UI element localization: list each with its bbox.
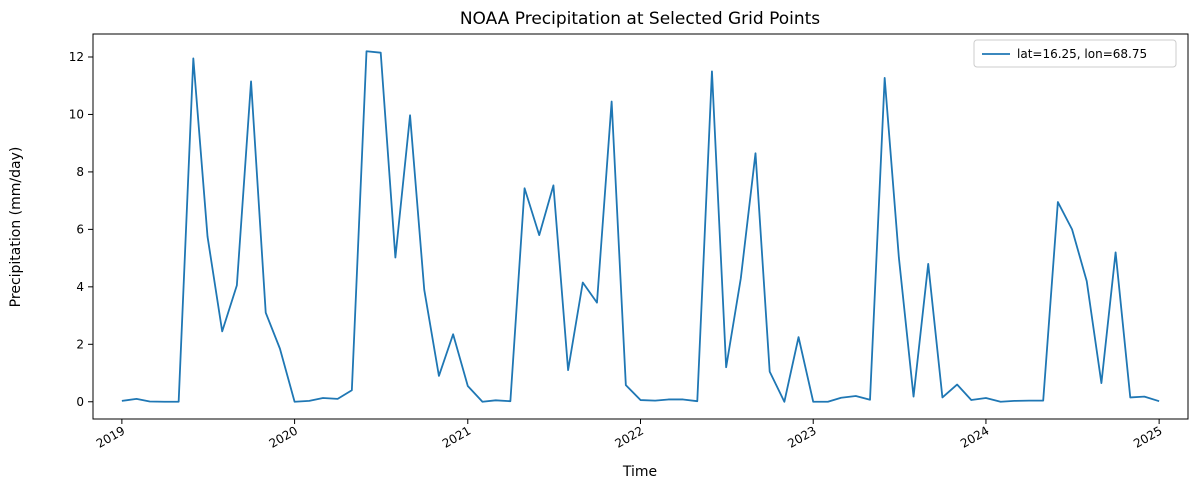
legend-box [973,39,1177,68]
x-tick-label: 2022 [613,423,646,450]
y-tick-label: 4 [76,280,84,294]
plot-area-frame [92,33,1189,420]
legend-entry: lat=16.25, lon=68.75 [1017,47,1147,61]
x-tick-label: 2025 [1131,423,1164,450]
x-tick-label: 2021 [440,423,473,450]
y-tick-label: 6 [76,222,84,236]
series-line [121,50,1160,403]
y-tick-label: 8 [76,165,84,179]
y-tick-label: 10 [69,107,84,121]
y-axis-label: Precipitation (mm/day) [8,147,24,308]
x-axis-label: Time [622,464,657,480]
legend: lat=16.25, lon=68.75 [973,39,1177,68]
x-tick-label: 2020 [267,423,300,450]
y-tick-label: 2 [76,337,84,351]
y-tick-label: 0 [76,395,84,409]
y-tick-label: 12 [69,50,84,64]
x-tick-label: 2019 [94,423,127,450]
x-axis: 2019 2020 2021 2022 2023 2024 2025 [94,419,1165,451]
x-tick-label: 2023 [785,423,818,450]
y-axis: 0 2 4 6 8 10 12 [69,50,93,409]
x-tick-label: 2024 [958,423,991,450]
chart-title: NOAA Precipitation at Selected Grid Poin… [460,9,820,29]
